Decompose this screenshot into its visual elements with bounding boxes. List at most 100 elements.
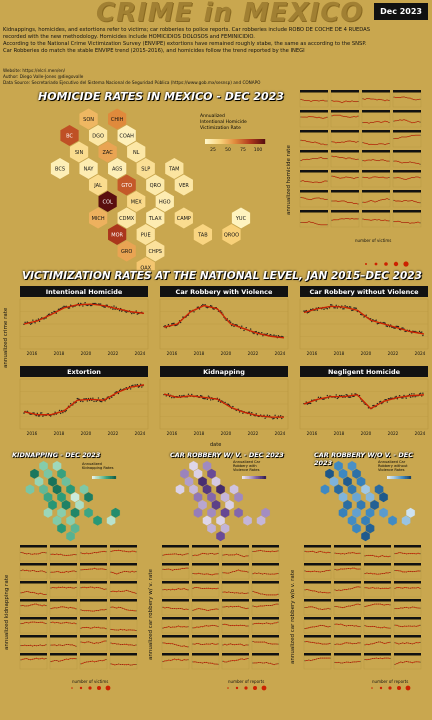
facet-trend bbox=[364, 641, 391, 646]
facet-trend bbox=[110, 549, 137, 553]
facet-trend bbox=[300, 180, 328, 183]
data-point bbox=[72, 306, 74, 308]
state-hex bbox=[173, 173, 194, 197]
facet-strip bbox=[394, 581, 421, 584]
data-point bbox=[106, 304, 109, 306]
legend-swatch bbox=[250, 139, 252, 144]
data-point bbox=[251, 411, 253, 414]
data-point bbox=[393, 327, 395, 329]
facet-strip bbox=[252, 599, 279, 602]
facet-panel bbox=[161, 565, 190, 580]
title-bar: CRIME in MEXICO Dec 2023 bbox=[0, 0, 432, 28]
data-point bbox=[202, 303, 204, 306]
data-point bbox=[306, 312, 309, 314]
data-point bbox=[379, 400, 382, 403]
state-hex bbox=[387, 515, 398, 527]
legend-swatch bbox=[264, 139, 266, 144]
facet-strip bbox=[304, 617, 331, 620]
facet-trend bbox=[252, 550, 279, 553]
data-point bbox=[359, 313, 362, 316]
facet-strip bbox=[80, 635, 107, 638]
data-point bbox=[204, 398, 206, 400]
legend-swatch bbox=[97, 476, 99, 479]
facet-trend bbox=[334, 642, 361, 645]
data-point bbox=[376, 323, 379, 325]
data-point bbox=[93, 400, 95, 403]
data-point bbox=[305, 401, 307, 403]
data-point bbox=[305, 309, 307, 312]
facet-trend bbox=[192, 608, 219, 611]
legend-swatch bbox=[259, 476, 261, 479]
legend-swatch bbox=[210, 139, 212, 144]
facet-strip bbox=[304, 599, 331, 602]
data-point bbox=[209, 399, 212, 401]
data-point bbox=[165, 395, 167, 397]
size-legend-dot bbox=[379, 686, 383, 690]
data-point bbox=[253, 332, 255, 335]
facet-trend bbox=[222, 605, 249, 610]
website-link[interactable]: Website: https://elcri.men/en/ bbox=[3, 68, 66, 73]
facet-strip bbox=[364, 545, 391, 548]
data-point bbox=[348, 396, 351, 398]
facet-panel bbox=[393, 547, 422, 562]
facet-trend bbox=[192, 661, 219, 665]
data-point bbox=[419, 392, 422, 395]
facet-panel bbox=[392, 192, 422, 208]
state-label: CDMX bbox=[119, 216, 135, 222]
state-hex bbox=[83, 507, 94, 519]
x-tick: 2020 bbox=[361, 351, 372, 356]
facet-strip bbox=[222, 581, 249, 584]
facet-trend bbox=[394, 624, 421, 627]
data-point bbox=[411, 393, 413, 395]
legend-swatch bbox=[108, 476, 109, 479]
legend-swatch bbox=[400, 476, 402, 479]
data-point bbox=[79, 302, 82, 305]
legend-swatch bbox=[101, 476, 103, 479]
data-point bbox=[349, 306, 352, 308]
legend-swatch bbox=[94, 476, 96, 479]
facet-strip bbox=[304, 545, 331, 548]
legend-swatch bbox=[242, 476, 243, 479]
data-point bbox=[24, 321, 26, 324]
data-point bbox=[49, 415, 52, 417]
data-point bbox=[89, 304, 92, 307]
facet-strip bbox=[162, 653, 189, 656]
data-point bbox=[255, 413, 257, 415]
legend-swatch bbox=[247, 476, 249, 479]
facet-trend bbox=[50, 606, 77, 610]
legend-swatch bbox=[113, 476, 115, 479]
homicide-legend-bar: 25 50 75 100 bbox=[205, 139, 266, 153]
legend-swatch bbox=[391, 476, 392, 479]
legend-swatch bbox=[237, 139, 239, 144]
facet-trend bbox=[252, 603, 278, 608]
state-label: BCS bbox=[55, 167, 65, 173]
data-point bbox=[268, 415, 271, 417]
data-point bbox=[413, 393, 415, 395]
data-point bbox=[31, 322, 33, 325]
facet-trend bbox=[80, 567, 107, 571]
facet-strip bbox=[334, 581, 361, 584]
data-point bbox=[112, 308, 114, 310]
legend-swatch bbox=[115, 476, 117, 479]
facet-panel bbox=[330, 172, 360, 188]
facet-strip bbox=[110, 599, 137, 602]
facet-trend bbox=[334, 603, 361, 609]
facet-strip bbox=[394, 617, 421, 620]
facet-panel bbox=[363, 619, 392, 634]
data-point bbox=[395, 325, 397, 327]
facet-strip bbox=[331, 190, 359, 193]
carviolence-size-legend-title: number of reports bbox=[228, 679, 265, 684]
facet-strip bbox=[192, 653, 219, 656]
legend-swatch bbox=[263, 139, 265, 144]
data-point bbox=[395, 395, 397, 398]
facet-strip bbox=[162, 635, 189, 638]
facet-panel bbox=[393, 565, 422, 580]
facet-strip bbox=[393, 210, 421, 213]
facet-strip bbox=[222, 545, 249, 548]
legend-swatch bbox=[390, 476, 392, 479]
facet-trend bbox=[252, 662, 279, 665]
data-point bbox=[82, 400, 84, 403]
data-point bbox=[249, 414, 252, 416]
data-point bbox=[345, 393, 347, 396]
facet-panel bbox=[303, 655, 332, 670]
